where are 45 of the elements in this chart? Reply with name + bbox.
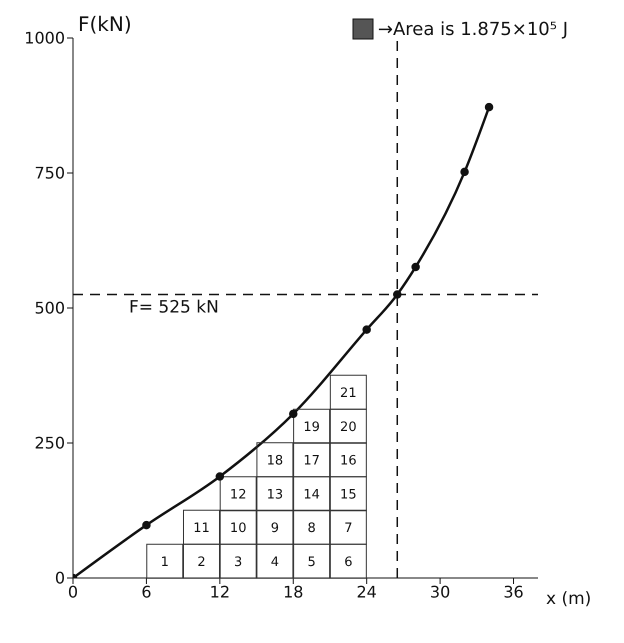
annotation: 4 — [270, 554, 280, 570]
y-tick-label: 500 — [34, 298, 65, 318]
x-tick-label: 30 — [430, 582, 450, 602]
x-tick-label: 0 — [68, 582, 78, 602]
annotation: 14 — [303, 487, 320, 502]
y-axis-title: F(kN) — [78, 12, 132, 36]
x-axis-title: x (m) — [546, 589, 592, 610]
annotation: 13 — [266, 487, 284, 502]
point — [362, 325, 371, 334]
annotation: 9 — [270, 520, 280, 536]
annotation: 8 — [307, 520, 316, 536]
x-tick-label: 36 — [503, 582, 524, 602]
annotation: 7 — [344, 520, 352, 536]
annotation: 3 — [234, 554, 242, 570]
annotation: 19 — [303, 420, 320, 435]
annotation: 17 — [303, 453, 320, 468]
point — [411, 262, 420, 272]
y-tick-label: 250 — [34, 434, 65, 453]
x-tick-label: 6 — [141, 582, 152, 602]
annotation: 15 — [340, 487, 357, 502]
x-tick-label: 12 — [210, 582, 230, 602]
annotation: 1 — [160, 554, 169, 570]
y-tick-label: 1000 — [24, 28, 65, 48]
x-tick-label: 18 — [283, 582, 304, 602]
annotation: 5 — [307, 554, 316, 570]
point — [393, 290, 402, 299]
annotation: 6 — [344, 554, 352, 570]
annotation: 20 — [340, 420, 357, 435]
annotation: 21 — [340, 386, 357, 401]
y-tick-label: 0 — [54, 568, 65, 588]
ref-line-label: F= 525 kN — [129, 298, 219, 318]
y-tick-label: 750 — [34, 164, 65, 183]
annotation: 2 — [197, 554, 206, 570]
annotation: 10 — [230, 520, 246, 536]
point — [216, 472, 224, 481]
annotation: →Area is 1.875×10⁵ J — [378, 18, 568, 40]
annotation: 18 — [266, 453, 284, 468]
x-tick-label: 24 — [356, 582, 377, 602]
annotation: 16 — [340, 453, 357, 468]
point — [289, 410, 298, 418]
point — [142, 520, 151, 530]
annotation: 11 — [193, 520, 210, 536]
point — [460, 168, 469, 176]
annotation: 12 — [230, 487, 246, 502]
point — [484, 102, 494, 112]
